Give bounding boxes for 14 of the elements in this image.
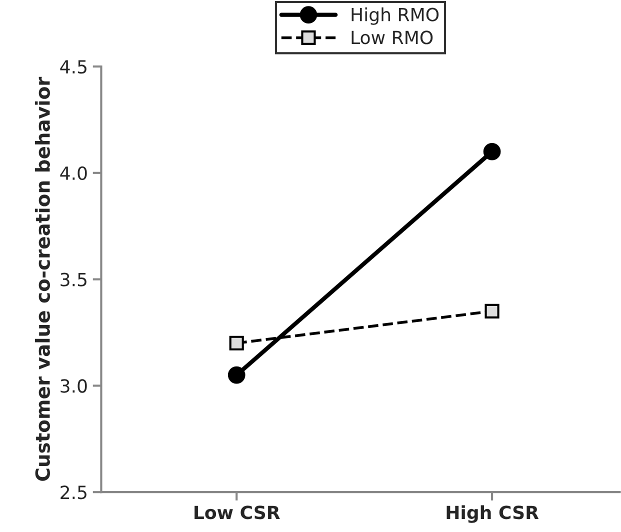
- y-tick-label: 4.0: [60, 166, 87, 180]
- legend-label: High RMO: [352, 7, 439, 25]
- y-axis-title: Customer value co-creation behavior: [34, 76, 50, 481]
- point: [228, 366, 246, 384]
- y-tick-label: 4.5: [60, 60, 86, 74]
- legend-label: Low RMO: [352, 30, 433, 44]
- x-tick-label: Low CSR: [194, 506, 280, 520]
- y-tick-label: 3.0: [60, 379, 87, 393]
- y-tick-label: 2.5: [60, 486, 86, 500]
- x-tick-label: High CSR: [446, 505, 539, 523]
- point: [229, 336, 244, 350]
- point: [483, 142, 501, 160]
- y-tick-label: 3.5: [60, 272, 86, 286]
- point: [484, 304, 500, 319]
